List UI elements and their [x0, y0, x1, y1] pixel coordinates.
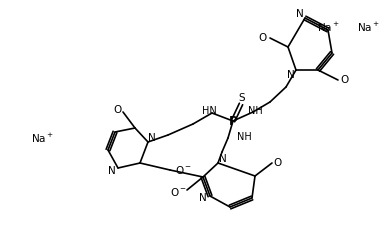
Text: HN: HN: [202, 106, 216, 116]
Text: Na$^+$: Na$^+$: [316, 20, 339, 34]
Text: O: O: [274, 158, 282, 168]
Text: O$^-$: O$^-$: [175, 164, 192, 176]
Text: Na$^+$: Na$^+$: [30, 131, 53, 145]
Text: NH: NH: [248, 106, 262, 116]
Text: N: N: [287, 70, 295, 80]
Text: O: O: [341, 75, 349, 85]
Text: N: N: [219, 154, 227, 164]
Text: N: N: [108, 166, 116, 176]
Text: O$^-$: O$^-$: [169, 186, 187, 198]
Text: O: O: [259, 33, 267, 43]
Text: N: N: [296, 9, 304, 19]
Text: N: N: [199, 193, 207, 203]
Text: P: P: [229, 114, 237, 128]
Text: S: S: [239, 93, 245, 103]
Text: NH: NH: [237, 132, 252, 142]
Text: Na$^+$: Na$^+$: [356, 20, 379, 34]
Text: O: O: [113, 105, 121, 115]
Text: N: N: [148, 133, 156, 143]
